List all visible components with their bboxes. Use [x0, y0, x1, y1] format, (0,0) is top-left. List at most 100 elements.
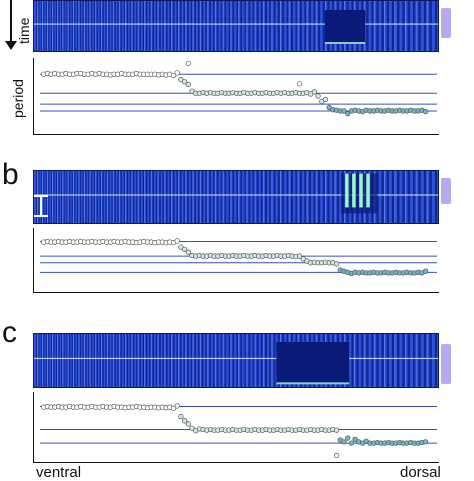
kymo-stripe — [248, 1, 250, 51]
kymo-stripe — [248, 334, 250, 387]
kymo-stripe — [100, 1, 101, 51]
kymo-stripe — [408, 334, 410, 387]
kymo-midline — [34, 194, 438, 195]
period-plot-b — [33, 228, 439, 293]
kymo-highlight — [416, 1, 417, 51]
kymo-stripe — [56, 334, 57, 387]
kymo-highlight — [200, 1, 201, 51]
kymo-stripe — [387, 1, 389, 51]
kymo-highlight — [215, 171, 216, 223]
kymo-stripe — [146, 334, 147, 387]
kymo-highlight — [384, 171, 385, 223]
kymo-highlight — [47, 334, 48, 387]
kymo-stripe — [41, 1, 42, 51]
kymo-stripe — [58, 1, 59, 51]
kymo-highlight — [144, 1, 145, 51]
kymo-stripe — [318, 171, 320, 223]
kymo-stripe — [304, 1, 306, 51]
kymo-stripe — [83, 1, 84, 51]
kymo-highlight — [84, 171, 85, 223]
kymo-stripe — [228, 171, 230, 223]
kymo-highlight — [263, 171, 264, 223]
kymo-stripe — [274, 171, 276, 223]
kymo-highlight — [427, 334, 428, 387]
kymo-highlight — [185, 334, 186, 387]
kymo-highlight — [68, 1, 69, 51]
kymo-stripe — [124, 171, 125, 223]
scale-bar-cap-top — [34, 195, 48, 197]
kymo-stripe — [173, 171, 175, 223]
kymo-stripe — [198, 334, 200, 387]
data-point — [349, 441, 354, 446]
kymo-stripe — [133, 334, 134, 387]
kymo-highlight — [131, 171, 132, 223]
kymo-stripe — [149, 1, 150, 51]
kymo-highlight — [95, 334, 96, 387]
kymo-stripe — [240, 171, 242, 223]
kymo-stripe — [169, 1, 171, 51]
kymo-highlight — [125, 334, 126, 387]
kymo-stripe — [46, 1, 47, 51]
kymo-stripe — [74, 171, 75, 223]
kymo-highlight — [171, 1, 172, 51]
kymo-stripe — [240, 334, 242, 387]
kymo-stripe — [287, 1, 289, 51]
kymo-stripe — [97, 334, 98, 387]
kymo-highlight — [289, 171, 290, 223]
kymo-stripe — [88, 334, 89, 387]
kymo-stripe — [269, 171, 271, 223]
kymo-stripe — [143, 171, 144, 223]
kymo-highlight — [271, 171, 272, 223]
kymo-highlight — [307, 1, 308, 51]
kymo-highlight — [223, 1, 224, 51]
kymo-highlight — [246, 1, 247, 51]
kymo-highlight — [178, 171, 179, 223]
kymo-highlight — [113, 171, 114, 223]
kymo-stripe — [269, 334, 271, 387]
panel-letter-b: b — [2, 160, 19, 190]
kymo-stripe — [225, 1, 227, 51]
kymo-stripe — [66, 334, 67, 387]
kymo-stripe — [191, 171, 193, 223]
kymo-stripe — [43, 334, 44, 387]
kymo-highlight — [101, 171, 102, 223]
kymo-highlight — [47, 1, 48, 51]
kymo-stripe — [397, 1, 399, 51]
kymo-stripe — [94, 1, 95, 51]
kymo-highlight — [374, 1, 375, 51]
kymo-stripe — [53, 334, 54, 387]
kymo-stripe — [85, 334, 86, 387]
kymo-stripe — [187, 1, 189, 51]
kymo-stripe — [46, 334, 47, 387]
kymo-stripe — [253, 1, 255, 51]
kymo-highlight — [125, 1, 126, 51]
kymo-stripe — [429, 334, 431, 387]
kymo-stripe — [274, 1, 276, 51]
kymo-stripe — [313, 171, 315, 223]
kymo-stripe — [100, 171, 101, 223]
kymo-stripe — [232, 1, 234, 51]
kymo-stripe — [413, 334, 415, 387]
kymo-stripe — [36, 1, 37, 51]
data-point — [323, 97, 328, 102]
kymo-highlight — [263, 334, 264, 387]
kymo-stripe — [408, 171, 410, 223]
kymo-highlight — [316, 171, 317, 223]
kymo-stripe — [253, 171, 255, 223]
kymo-stripe — [376, 334, 378, 387]
kymo-stripe — [176, 171, 178, 223]
kymo-stripe — [74, 1, 75, 51]
kymo-stripe — [139, 334, 140, 387]
kymo-highlight — [138, 171, 139, 223]
scale-bar-cap-bottom — [34, 215, 48, 217]
kymo-stripe — [114, 1, 115, 51]
kymo-stripe — [371, 1, 373, 51]
kymo-highlight — [78, 1, 79, 51]
kymo-highlight — [119, 171, 120, 223]
kymo-stripe — [387, 334, 389, 387]
kymo-stripe — [435, 1, 438, 51]
kymo-stripe — [117, 171, 118, 223]
kymo-stripe — [221, 171, 223, 223]
kymo-highlight — [271, 334, 272, 387]
kymo-stripe — [376, 1, 378, 51]
